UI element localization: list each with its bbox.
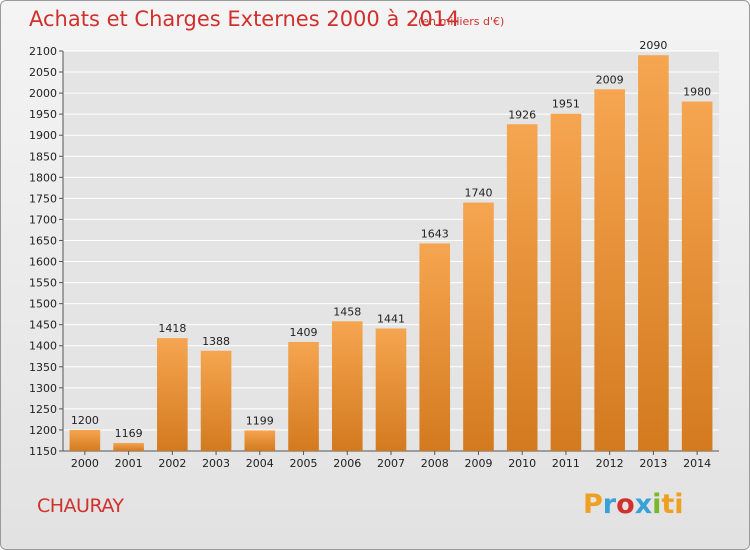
y-tick-label: 1900 bbox=[29, 129, 57, 142]
bar-value-label: 1200 bbox=[71, 414, 99, 427]
logo-letter: P bbox=[583, 489, 603, 520]
y-tick-label: 1800 bbox=[29, 171, 57, 184]
y-tick-label: 1550 bbox=[29, 277, 57, 290]
logo-letter: o bbox=[616, 489, 635, 520]
x-tick-label: 2010 bbox=[508, 457, 536, 470]
bar-value-label: 1199 bbox=[246, 414, 274, 427]
bar bbox=[200, 350, 232, 451]
y-tick-label: 1500 bbox=[29, 298, 57, 311]
bar bbox=[550, 113, 582, 451]
y-tick-label: 2100 bbox=[29, 45, 57, 58]
y-tick-label: 1750 bbox=[29, 192, 57, 205]
bar bbox=[419, 243, 451, 451]
y-tick-label: 1950 bbox=[29, 108, 57, 121]
chart-unit: (en milliers d'€) bbox=[418, 15, 505, 28]
x-tick-label: 2003 bbox=[202, 457, 230, 470]
y-tick-label: 1450 bbox=[29, 319, 57, 332]
bar bbox=[244, 430, 276, 451]
logo-letter: r bbox=[602, 489, 617, 520]
x-tick-label: 2000 bbox=[71, 457, 99, 470]
bar bbox=[113, 443, 144, 451]
y-tick-label: 1150 bbox=[29, 445, 57, 458]
y-tick-label: 1700 bbox=[29, 213, 57, 226]
bar-value-label: 2090 bbox=[639, 39, 667, 52]
y-tick-label: 1250 bbox=[29, 403, 57, 416]
y-tick-label: 1350 bbox=[29, 361, 57, 374]
bar bbox=[594, 89, 625, 451]
bar-value-label: 1740 bbox=[464, 187, 492, 200]
y-tick-label: 1850 bbox=[29, 150, 57, 163]
bar-value-label: 1169 bbox=[115, 427, 143, 440]
bar-value-label: 1951 bbox=[552, 98, 580, 111]
x-tick-label: 2009 bbox=[464, 457, 492, 470]
proxiti-logo: Proxiti bbox=[583, 489, 684, 520]
bar-value-label: 1643 bbox=[421, 227, 449, 240]
bar-value-label: 1980 bbox=[683, 86, 711, 99]
bar-value-label: 1458 bbox=[333, 305, 361, 318]
x-tick-label: 2006 bbox=[333, 457, 361, 470]
bar-value-label: 2009 bbox=[596, 73, 624, 86]
x-tick-label: 2005 bbox=[290, 457, 318, 470]
bar bbox=[638, 55, 669, 452]
x-tick-label: 2001 bbox=[115, 457, 143, 470]
bar-value-label: 1926 bbox=[508, 108, 536, 121]
x-tick-label: 2002 bbox=[158, 457, 186, 470]
bar-value-label: 1418 bbox=[158, 322, 186, 335]
commune-name: CHAURAY bbox=[37, 495, 124, 517]
bar bbox=[157, 338, 188, 451]
bar-value-label: 1388 bbox=[202, 335, 230, 348]
y-tick-label: 1400 bbox=[29, 340, 57, 353]
bar bbox=[331, 321, 363, 451]
bar bbox=[506, 124, 538, 452]
y-tick-label: 1600 bbox=[29, 256, 57, 269]
x-tick-label: 2011 bbox=[552, 457, 580, 470]
x-tick-label: 2013 bbox=[639, 457, 667, 470]
x-tick-label: 2007 bbox=[377, 457, 405, 470]
y-tick-label: 2000 bbox=[29, 87, 57, 100]
y-tick-label: 2050 bbox=[29, 66, 57, 79]
x-tick-label: 2004 bbox=[246, 457, 274, 470]
x-tick-label: 2014 bbox=[683, 457, 711, 470]
chart-title: Achats et Charges Externes 2000 à 2014 bbox=[29, 7, 460, 31]
bar bbox=[69, 429, 101, 451]
bar bbox=[463, 202, 494, 451]
x-tick-label: 2008 bbox=[421, 457, 449, 470]
bar-value-label: 1409 bbox=[290, 326, 318, 339]
x-tick-label: 2012 bbox=[596, 457, 624, 470]
y-tick-label: 1300 bbox=[29, 382, 57, 395]
y-tick-label: 1200 bbox=[29, 424, 57, 437]
logo-letter: i bbox=[674, 489, 684, 520]
bar bbox=[288, 341, 319, 451]
y-tick-label: 1650 bbox=[29, 234, 57, 247]
bar-value-label: 1441 bbox=[377, 312, 405, 325]
logo-letter: t bbox=[661, 489, 675, 520]
logo-letter: i bbox=[652, 489, 662, 520]
logo-letter: x bbox=[634, 489, 653, 520]
bar bbox=[681, 101, 713, 452]
bar bbox=[375, 328, 407, 451]
